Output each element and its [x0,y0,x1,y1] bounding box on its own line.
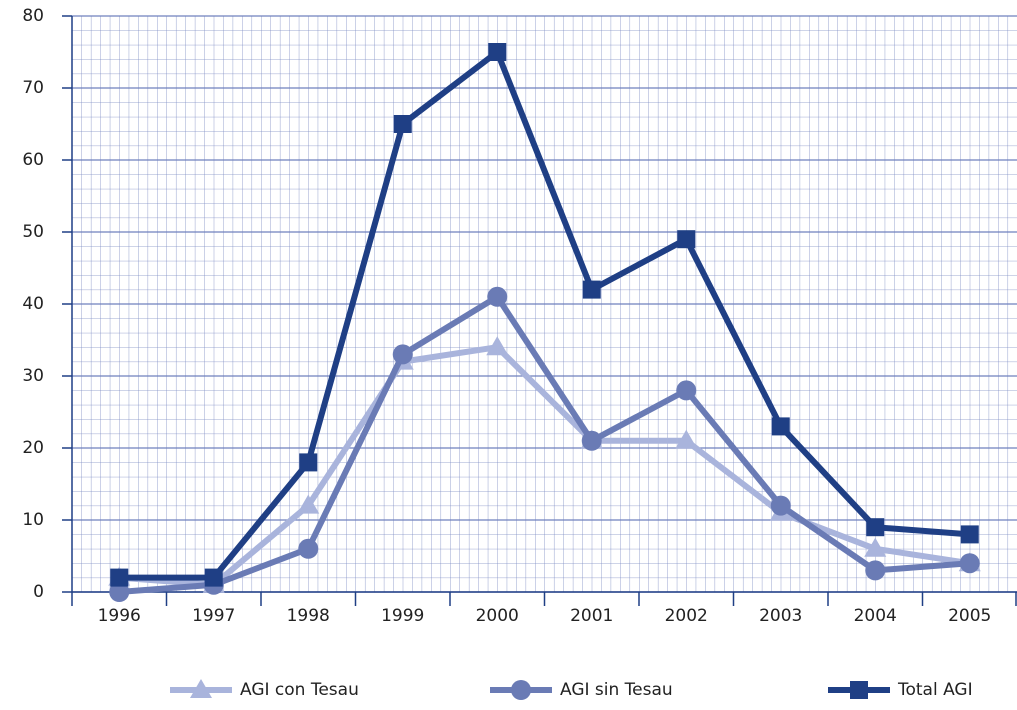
y-tick-label: 40 [22,294,44,314]
y-tick-label: 10 [22,510,44,530]
data-point [298,538,319,559]
legend-label: Total AGI [897,680,973,700]
series-line [119,293,970,595]
x-tick-label: 2005 [948,606,991,626]
data-point [582,280,601,299]
x-tick-label: 2003 [759,606,802,626]
x-tick-label: 2000 [476,606,519,626]
data-point [771,417,790,436]
legend-marker [190,679,212,698]
data-point [297,494,320,514]
data-point [393,115,412,133]
data-point [675,429,698,449]
y-tick-label: 60 [22,150,44,170]
legend-label: AGI sin Tesau [560,680,673,700]
series-line [119,344,971,588]
data-point [960,525,979,544]
data-point [487,286,508,307]
x-tick-label: 1998 [287,606,330,626]
data-point [110,568,129,587]
data-point [770,495,791,516]
data-point [676,380,697,401]
x-tick-label: 2001 [570,606,613,626]
y-tick-label: 0 [33,582,44,602]
legend-marker [511,680,531,700]
data-point [488,43,507,61]
x-tick-label: 2004 [854,606,897,626]
legend-label: AGI con Tesau [240,680,359,700]
x-tick-label: 2002 [665,606,708,626]
data-point [865,560,886,581]
y-tick-label: 20 [22,438,44,458]
data-point [109,582,130,602]
x-tick-label: 1996 [98,606,141,626]
data-point [486,336,509,356]
y-tick-label: 50 [22,222,44,242]
legend-marker [850,681,868,699]
x-tick-label: 1997 [192,606,235,626]
x-tick-label: 1999 [381,606,424,626]
data-point [959,553,980,574]
data-point [677,230,696,249]
data-point [392,344,413,365]
y-tick-label: 30 [22,366,44,386]
data-point [581,430,602,451]
data-point [864,537,887,557]
series-line [119,49,970,581]
y-tick-label: 80 [22,6,44,26]
y-tick-label: 70 [22,78,44,98]
data-point [866,518,885,537]
data-point [299,453,318,472]
data-point [204,568,223,587]
